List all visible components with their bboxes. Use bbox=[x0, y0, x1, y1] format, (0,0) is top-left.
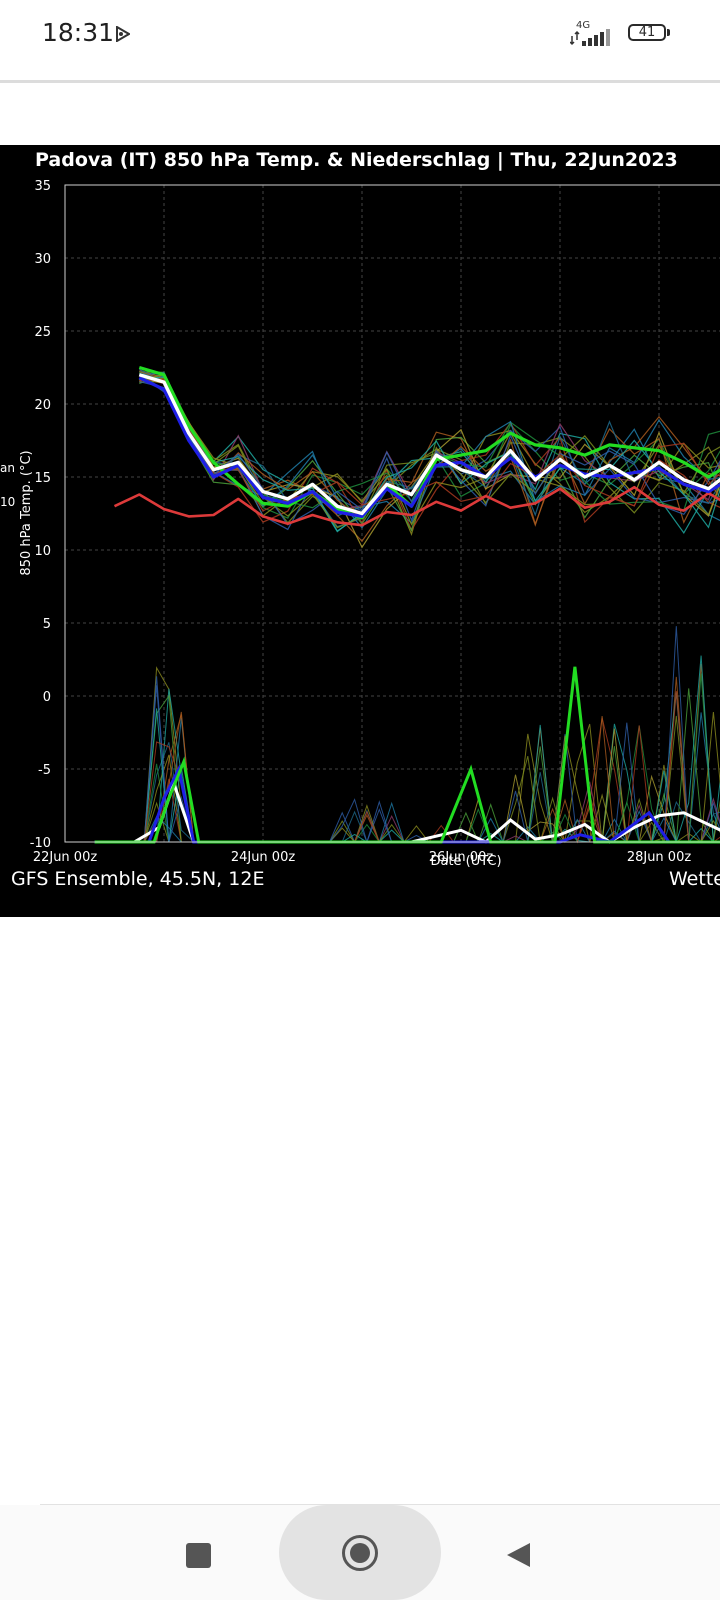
y-tick-label: -10 bbox=[30, 836, 51, 851]
y-tick-label: 30 bbox=[34, 252, 51, 267]
ensemble-member-temp bbox=[138, 372, 720, 512]
ensemble-member-temp bbox=[139, 373, 720, 529]
series-climate-line bbox=[113, 485, 720, 527]
ensemble-member-temp bbox=[139, 371, 720, 532]
nav-divider bbox=[40, 1504, 720, 1505]
navigation-bar bbox=[0, 1505, 720, 1600]
cast-icon bbox=[116, 26, 130, 42]
series-mean-line bbox=[138, 373, 720, 516]
y-tick-label: 10 bbox=[34, 544, 51, 559]
plot-frame bbox=[64, 184, 720, 843]
battery-icon: 41 bbox=[628, 24, 672, 44]
ensemble-member-temp bbox=[139, 378, 720, 532]
chart-footer-left: GFS Ensemble, 45.5N, 12E bbox=[11, 868, 264, 890]
ensemble-member-temp bbox=[139, 373, 720, 537]
status-bar: 18:31 4G 41 bbox=[0, 0, 720, 72]
signal-icon bbox=[570, 29, 610, 46]
meteogram-chart: 35 30 25 20 15 10 5 0 -5 -10 22Jun 00z 24Jun 00z 26… bbox=[0, 149, 720, 890]
status-time: 18:31 bbox=[42, 18, 115, 47]
y-tick-label: 15 bbox=[34, 471, 51, 486]
chart-title: Padova (IT) 850 hPa Temp. & Niederschlag… bbox=[35, 149, 678, 171]
top-divider bbox=[0, 80, 720, 83]
x-tick-label: 22Jun 00z bbox=[33, 850, 98, 865]
left-edge-label-1: an bbox=[0, 461, 15, 475]
y-axis-label: 850 hPa Temp. (°C) bbox=[19, 450, 34, 575]
ensemble-member-temp bbox=[138, 374, 720, 531]
ensemble-member-temp bbox=[139, 379, 720, 549]
home-button[interactable] bbox=[279, 1505, 441, 1600]
recents-button[interactable] bbox=[186, 1543, 211, 1568]
y-tick-label: 0 bbox=[43, 690, 51, 705]
series-control-line bbox=[138, 376, 720, 518]
left-edge-label-2: 10 bbox=[0, 495, 15, 509]
ensemble-member-temp bbox=[139, 370, 720, 527]
ensemble-member-temp bbox=[139, 378, 720, 512]
ensemble-member-temp bbox=[139, 376, 720, 532]
meteogram-image[interactable]: 35 30 25 20 15 10 5 0 -5 -10 22Jun 00z 24Jun 00z 26… bbox=[0, 145, 720, 917]
y-tick-label: 5 bbox=[43, 617, 51, 632]
y-tick-label: -5 bbox=[38, 763, 51, 778]
home-dot-icon bbox=[350, 1543, 370, 1563]
battery-level: 41 bbox=[628, 24, 666, 41]
ensemble-member-temp bbox=[139, 372, 720, 519]
home-ring-icon bbox=[342, 1535, 378, 1571]
y-tick-label: 20 bbox=[34, 398, 51, 413]
y-tick-label: 35 bbox=[34, 179, 51, 194]
x-tick-label: 24Jun 00z bbox=[231, 850, 296, 865]
back-button[interactable] bbox=[504, 1541, 532, 1569]
network-type-label: 4G bbox=[576, 20, 591, 31]
chart-footer-right: Wette bbox=[669, 868, 720, 890]
series-operational-line bbox=[138, 365, 720, 520]
x-tick-label: 28Jun 00z bbox=[627, 850, 692, 865]
x-axis-label: Date (UTC) bbox=[430, 854, 501, 869]
x-tick-label: 26Jun 00z bbox=[429, 850, 494, 865]
precip-operational-line bbox=[94, 666, 720, 844]
ensemble-member-temp bbox=[139, 381, 720, 526]
ensemble-member-temp bbox=[139, 373, 720, 526]
y-tick-label: 25 bbox=[34, 325, 51, 340]
ensemble-member-temp bbox=[139, 369, 720, 543]
